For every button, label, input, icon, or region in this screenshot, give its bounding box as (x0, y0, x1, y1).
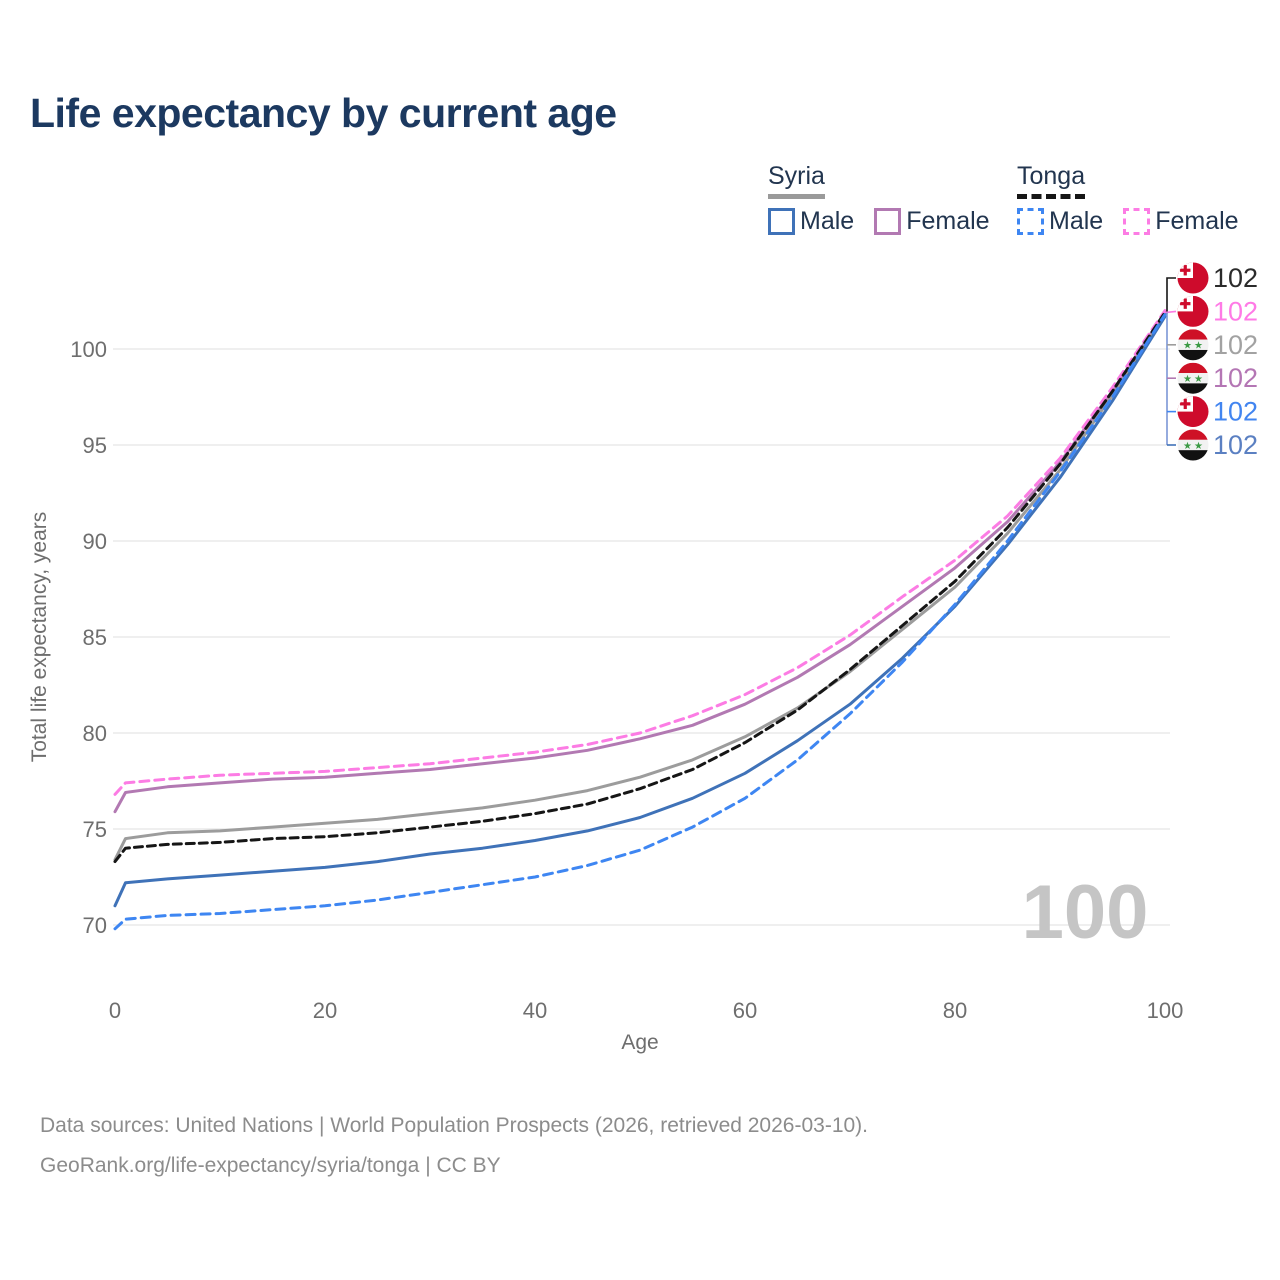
svg-text:★: ★ (1194, 441, 1203, 452)
legend-swatch-tonga-female[interactable] (1123, 208, 1151, 235)
legend: Syria Male Female Tonga Male Female (0, 0, 1280, 250)
y-tick-label-95: 95 (83, 433, 107, 458)
series-line-syria-female[interactable] (113, 311, 1167, 814)
y-tick-label-85: 85 (83, 625, 107, 650)
series-line-tonga-all[interactable] (113, 311, 1167, 864)
legend-label-tonga-female[interactable]: Female (1155, 207, 1239, 235)
legend-country-syria[interactable]: Syria (768, 162, 825, 199)
x-tick-label-80: 80 (943, 998, 967, 1023)
legend-group-syria: Syria Male Female (768, 162, 1010, 236)
end-value-label-tonga-all: 102 (1213, 263, 1258, 293)
y-tick-label-75: 75 (83, 817, 107, 842)
end-value-label-tonga-male: 102 (1213, 397, 1258, 427)
x-tick-label-60: 60 (733, 998, 757, 1023)
svg-text:★: ★ (1183, 341, 1192, 352)
legend-group-tonga: Tonga Male Female (1017, 162, 1259, 236)
series-line-tonga-male[interactable] (113, 312, 1167, 931)
legend-label-syria-male[interactable]: Male (800, 207, 855, 235)
tonga-flag-icon (1177, 295, 1209, 327)
syria-flag-icon: ★ ★ (1177, 329, 1209, 361)
x-tick-label-0: 0 (109, 998, 121, 1023)
footer-attribution: GeoRank.org/life-expectancy/syria/tonga … (40, 1154, 501, 1177)
footer: Data sources: United Nations | World Pop… (40, 1106, 1240, 1186)
callout-tick-1 (1164, 310, 1177, 314)
svg-text:★: ★ (1194, 374, 1203, 385)
legend-swatch-syria-female[interactable] (874, 208, 902, 235)
end-value-label-syria-female: 102 (1213, 363, 1258, 393)
end-value-label-syria-all: 102 (1213, 330, 1258, 360)
end-value-label-tonga-female: 102 (1213, 296, 1258, 326)
legend-row-tonga: Male Female (1017, 207, 1259, 236)
legend-row-syria: Male Female (768, 207, 1010, 236)
syria-flag-icon: ★ ★ (1177, 362, 1209, 394)
x-tick-label-100: 100 (1147, 998, 1184, 1023)
x-tick-label-20: 20 (313, 998, 337, 1023)
footer-data-sources: Data sources: United Nations | World Pop… (40, 1114, 869, 1137)
legend-swatch-tonga-male[interactable] (1017, 208, 1044, 235)
series-line-syria-male[interactable] (113, 314, 1167, 908)
y-tick-label-70: 70 (83, 913, 107, 938)
x-axis-title: Age (621, 1031, 658, 1054)
svg-text:★: ★ (1183, 374, 1192, 385)
svg-text:★: ★ (1194, 341, 1203, 352)
y-tick-label-100: 100 (70, 337, 107, 362)
watermark-age-100: 100 (1022, 870, 1149, 955)
callout-bracket-top (1165, 277, 1176, 314)
syria-flag-icon: ★ ★ (1177, 429, 1209, 461)
y-axis-title: Total life expectancy, years (28, 512, 51, 763)
legend-swatch-syria-male[interactable] (768, 208, 795, 235)
end-value-label-syria-male: 102 (1213, 430, 1258, 460)
legend-country-tonga[interactable]: Tonga (1017, 162, 1086, 199)
svg-text:★: ★ (1183, 441, 1192, 452)
x-tick-label-40: 40 (523, 998, 547, 1023)
tonga-flag-icon (1177, 396, 1209, 428)
legend-label-syria-female[interactable]: Female (906, 207, 990, 235)
page-title: Life expectancy by current age (30, 90, 617, 136)
series-line-tonga-female[interactable] (113, 309, 1167, 796)
tonga-flag-icon (1177, 262, 1209, 294)
legend-label-tonga-male[interactable]: Male (1049, 207, 1104, 235)
y-tick-label-90: 90 (83, 529, 107, 554)
series-line-syria-all[interactable] (113, 312, 1167, 862)
y-tick-label-80: 80 (83, 721, 107, 746)
